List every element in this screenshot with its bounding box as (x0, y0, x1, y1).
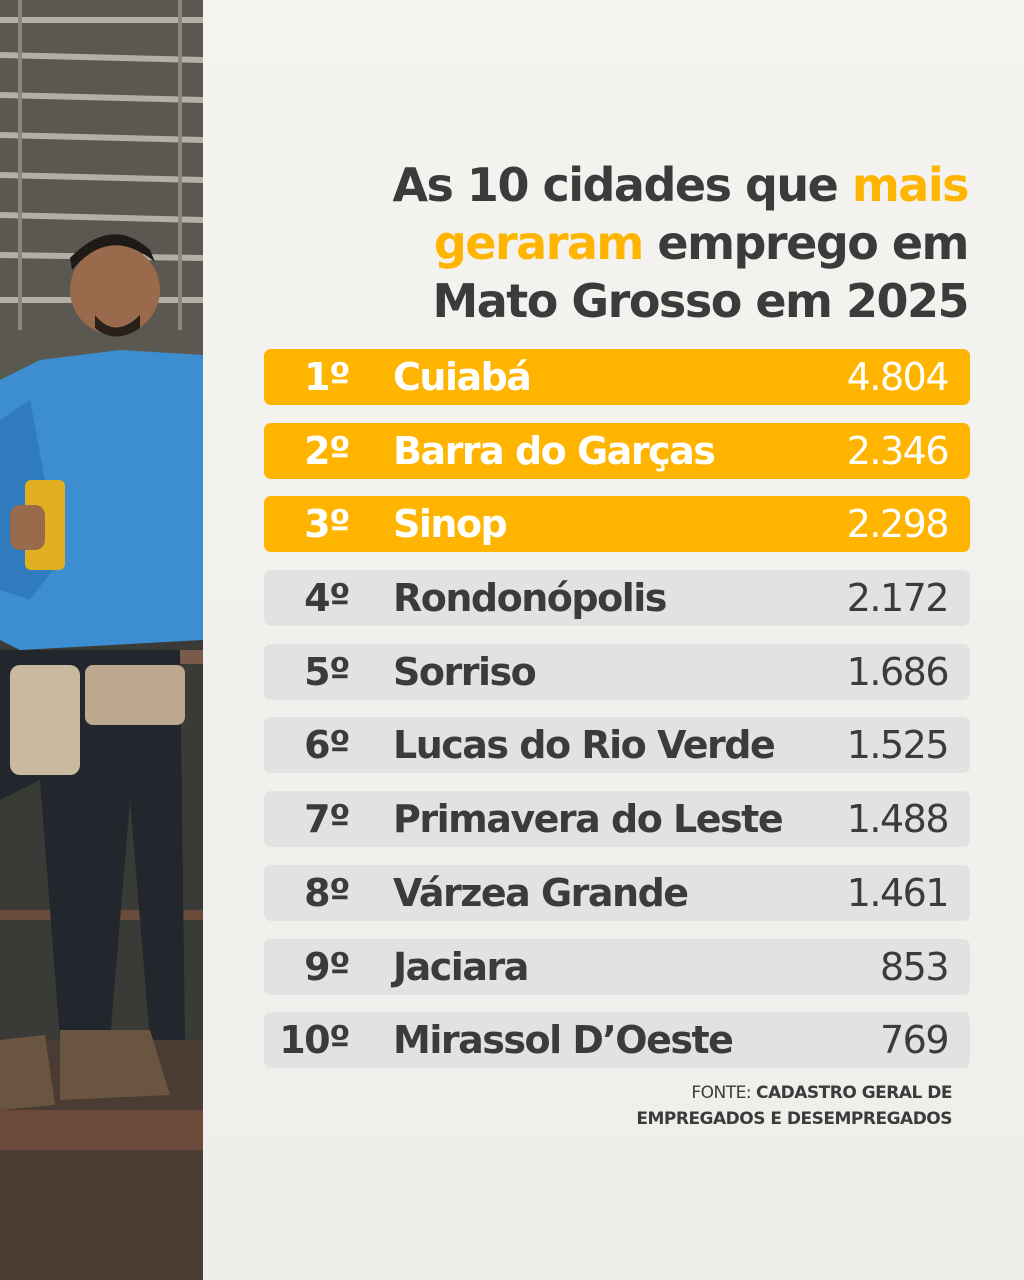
ranking-value: 853 (879, 944, 950, 989)
ranking-city: Barra do Garças (393, 428, 716, 473)
ranking-row: 7º Primavera do Leste 1.488 (264, 791, 970, 848)
ranking-position: 1º (304, 355, 350, 399)
ranking-value: 2.298 (846, 502, 950, 547)
ranking-city: Primavera do Leste (393, 797, 784, 842)
ranking-city: Sinop (393, 502, 508, 547)
ranking-value: 2.172 (846, 576, 950, 621)
ranking-row: 9º Jaciara 853 (264, 938, 970, 995)
ranking-value: 1.488 (846, 797, 950, 842)
ranking-row: 8º Várzea Grande 1.461 (264, 864, 970, 921)
ranking-list: 1º Cuiabá 4.804 2º Barra do Garças 2.346 3º Sin… (264, 349, 970, 1086)
ranking-value: 1.686 (846, 649, 950, 694)
ranking-value: 2.346 (846, 428, 950, 473)
ranking-row: 1º Cuiabá 4.804 (264, 349, 970, 405)
ranking-row: 5º Sorriso 1.686 (264, 643, 970, 700)
ranking-value: 769 (879, 1018, 950, 1063)
ranking-position: 6º (304, 723, 350, 768)
source-line2: EMPREGADOS E DESEMPREGADOS (636, 1109, 952, 1129)
ranking-city: Mirassol D’Oeste (393, 1018, 734, 1063)
source-line1: CADASTRO GERAL DE (756, 1083, 953, 1103)
ranking-position: 4º (304, 576, 350, 621)
ranking-row: 10º Mirassol D’Oeste 769 (264, 1012, 970, 1069)
ranking-position: 2º (304, 428, 350, 473)
source-note: FONTE: CADASTRO GERAL DE EMPREGADOS E DE… (636, 1080, 952, 1132)
headline: As 10 cidades que mais geraram emprego em… (348, 156, 970, 330)
ranking-row: 3º Sinop 2.298 (264, 496, 970, 553)
ranking-city: Lucas do Rio Verde (393, 723, 776, 768)
ranking-row: 6º Lucas do Rio Verde 1.525 (264, 717, 970, 774)
headline-part1: As 10 cidades que (392, 158, 852, 212)
ranking-position: 5º (304, 649, 350, 694)
ranking-city: Sorriso (393, 649, 537, 694)
ranking-city: Jaciara (393, 944, 529, 989)
headline-highlight-2: geraram (433, 216, 645, 270)
ranking-city: Rondonópolis (393, 576, 667, 621)
ranking-position: 10º (279, 1018, 350, 1063)
worker-photo (0, 0, 203, 1280)
ranking-value: 1.461 (846, 870, 950, 915)
headline-part2: emprego em Mato Grosso em 2025 (432, 216, 969, 328)
ranking-value: 4.804 (846, 355, 950, 399)
ranking-city: Cuiabá (393, 355, 532, 399)
source-label: FONTE: (691, 1083, 756, 1103)
headline-highlight-1: mais (851, 158, 970, 212)
ranking-position: 7º (304, 797, 350, 842)
ranking-row: 4º Rondonópolis 2.172 (264, 570, 970, 627)
ranking-row: 2º Barra do Garças 2.346 (264, 422, 970, 479)
ranking-position: 9º (304, 944, 350, 989)
ranking-value: 1.525 (846, 723, 950, 768)
ranking-city: Várzea Grande (393, 870, 689, 915)
ranking-position: 3º (304, 502, 350, 547)
ranking-position: 8º (304, 870, 350, 915)
